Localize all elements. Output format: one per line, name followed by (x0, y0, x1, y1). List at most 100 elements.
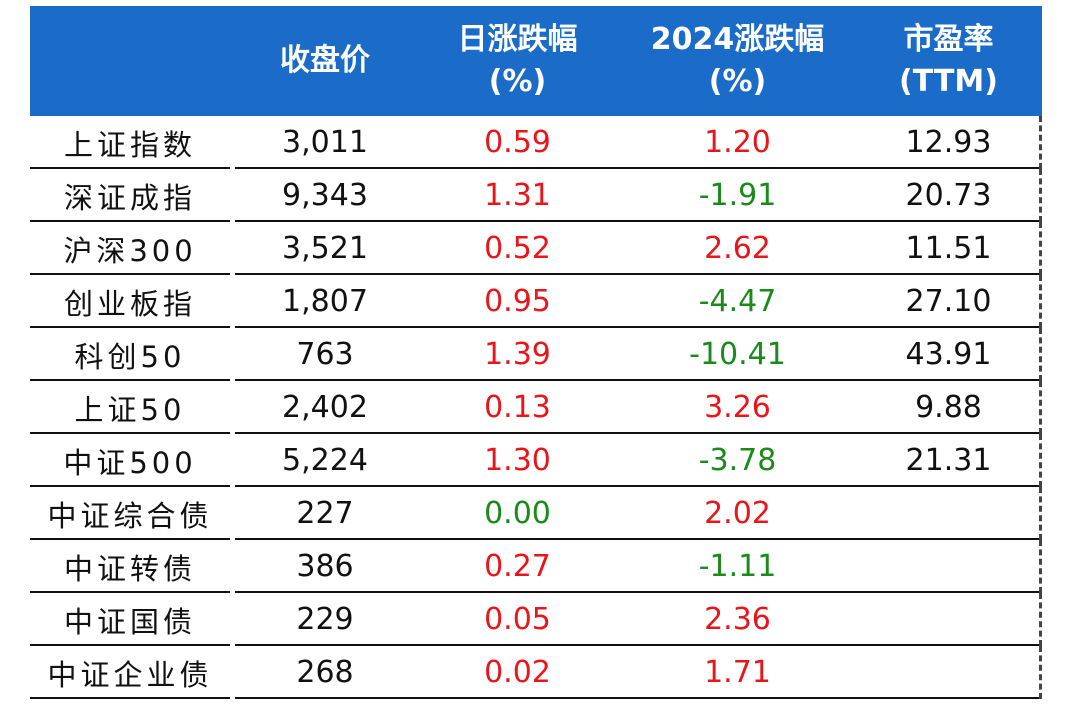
row-divider (235, 644, 415, 646)
pe-ratio-cell (855, 646, 1042, 699)
pe-ratio-cell (855, 487, 1042, 540)
right-dashed-border (1039, 169, 1042, 222)
row-divider (235, 220, 415, 222)
header-close-label: 收盘价 (280, 43, 370, 78)
close-price-cell: 227 (296, 496, 354, 531)
table-row: 上证50 2,402 0.13 3.26 9.88 (30, 381, 1042, 434)
close-price-cell: 2,402 (282, 390, 368, 425)
row-divider (855, 591, 1042, 593)
header-pe-unit: (TTM) (899, 64, 998, 99)
row-divider (855, 697, 1042, 699)
index-name-cell: 沪深300 (63, 233, 197, 268)
close-price-cell: 9,343 (282, 178, 368, 213)
ytd-change-cell: 2.36 (704, 602, 771, 637)
row-divider (235, 485, 415, 487)
row-divider (855, 644, 1042, 646)
row-divider (30, 220, 230, 222)
day-change-cell: 0.27 (484, 549, 551, 584)
index-name-cell: 深证成指 (63, 180, 196, 215)
row-divider (620, 379, 855, 381)
row-divider (30, 697, 230, 699)
row-divider (415, 591, 620, 593)
pe-ratio-cell: 20.73 (905, 178, 992, 213)
table-row: 中证转债 386 0.27 -1.11 (30, 540, 1042, 593)
pe-ratio-cell (855, 540, 1042, 593)
row-divider (235, 273, 415, 275)
table-row: 中证综合债 227 0.00 2.02 (30, 487, 1042, 540)
right-dashed-border (1039, 222, 1042, 275)
day-change-cell: 0.95 (484, 284, 551, 319)
row-divider (415, 432, 620, 434)
row-divider (235, 379, 415, 381)
row-divider (415, 485, 620, 487)
pe-ratio-cell: 12.93 (905, 125, 992, 160)
row-divider (855, 167, 1042, 169)
row-divider (415, 379, 620, 381)
table-row: 中证国债 229 0.05 2.36 (30, 593, 1042, 646)
pe-ratio-cell: 11.51 (905, 231, 992, 266)
index-name-cell: 科创50 (74, 339, 186, 374)
table-header: 收盘价 日涨跌幅 (%) 2024涨跌幅 (%) 市盈率 (TTM) (30, 6, 1042, 116)
row-divider (855, 326, 1042, 328)
day-change-cell: 0.13 (484, 390, 551, 425)
row-divider (620, 644, 855, 646)
close-price-cell: 3,011 (282, 125, 368, 160)
row-divider (620, 326, 855, 328)
ytd-change-cell: -10.41 (689, 337, 786, 372)
market-summary-table: 收盘价 日涨跌幅 (%) 2024涨跌幅 (%) 市盈率 (TTM) 上证指数 3… (30, 6, 1042, 699)
row-divider (235, 591, 415, 593)
close-price-cell: 1,807 (282, 284, 368, 319)
row-divider (855, 273, 1042, 275)
row-divider (620, 432, 855, 434)
header-pe-label: 市盈率 (903, 22, 994, 57)
row-divider (30, 273, 230, 275)
row-divider (30, 591, 230, 593)
row-divider (855, 379, 1042, 381)
close-price-cell: 268 (296, 655, 354, 690)
pe-ratio-cell: 43.91 (905, 337, 992, 372)
row-divider (30, 167, 230, 169)
close-price-cell: 229 (296, 602, 354, 637)
row-divider (235, 432, 415, 434)
index-name-cell: 中证国债 (63, 604, 196, 639)
right-dashed-border (1039, 381, 1042, 434)
table-row: 上证指数 3,011 0.59 1.20 12.93 (30, 116, 1042, 169)
header-day-change: 日涨跌幅 (%) (415, 6, 620, 116)
row-divider (620, 273, 855, 275)
header-ytd-unit: (%) (708, 64, 767, 99)
row-divider (855, 220, 1042, 222)
header-ytd-change: 2024涨跌幅 (%) (620, 6, 855, 116)
ytd-change-cell: -1.11 (698, 549, 777, 584)
row-divider (30, 379, 230, 381)
row-divider (235, 167, 415, 169)
row-divider (620, 485, 855, 487)
row-divider (855, 432, 1042, 434)
day-change-cell: 1.39 (484, 337, 551, 372)
row-divider (235, 326, 415, 328)
table-row: 创业板指 1,807 0.95 -4.47 27.10 (30, 275, 1042, 328)
row-divider (30, 432, 230, 434)
row-divider (855, 538, 1042, 540)
close-price-cell: 3,521 (282, 231, 368, 266)
index-name-cell: 上证50 (74, 392, 186, 427)
header-ytd-label: 2024涨跌幅 (650, 22, 825, 57)
right-dashed-border (1039, 487, 1042, 540)
pe-ratio-cell: 27.10 (905, 284, 992, 319)
day-change-cell: 0.52 (484, 231, 551, 266)
table-row: 中证企业债 268 0.02 1.71 (30, 646, 1042, 699)
row-divider (415, 326, 620, 328)
pe-ratio-cell: 9.88 (915, 390, 982, 425)
right-dashed-border (1039, 328, 1042, 381)
day-change-cell: 0.59 (484, 125, 551, 160)
header-day-label: 日涨跌幅 (457, 22, 578, 57)
row-divider (620, 220, 855, 222)
row-divider (235, 697, 415, 699)
day-change-cell: 1.31 (484, 178, 551, 213)
ytd-change-cell: 1.20 (704, 125, 771, 160)
ytd-change-cell: 3.26 (704, 390, 771, 425)
row-divider (415, 697, 620, 699)
close-price-cell: 386 (296, 549, 354, 584)
row-divider (620, 591, 855, 593)
day-change-cell: 1.30 (484, 443, 551, 478)
row-divider (30, 538, 230, 540)
